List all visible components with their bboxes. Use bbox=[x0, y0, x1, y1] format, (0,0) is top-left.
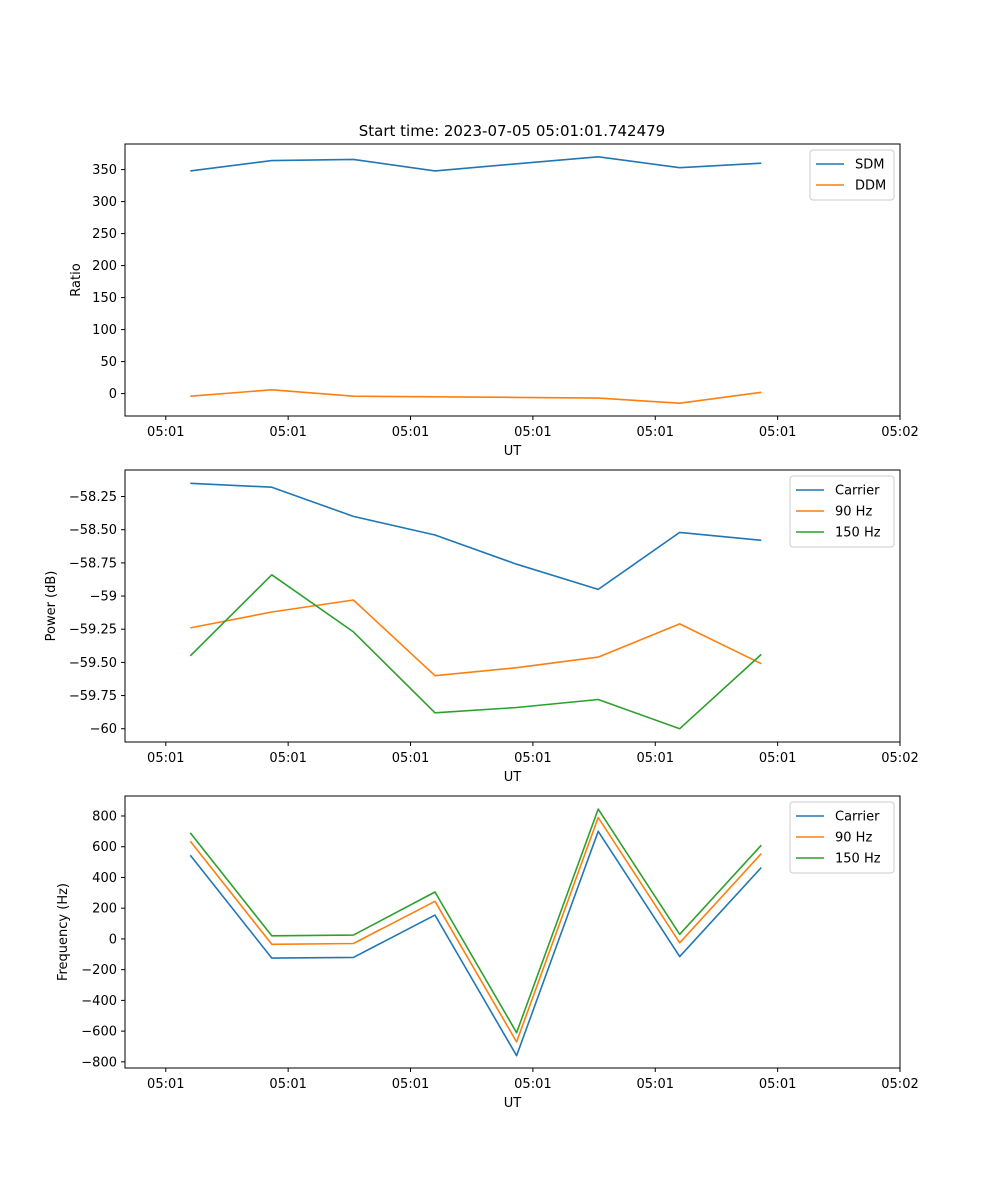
y-tick-label: −59 bbox=[90, 590, 117, 605]
y-axis-label: Power (dB) bbox=[44, 571, 59, 642]
legend: SDM DDM bbox=[809, 149, 895, 201]
frequency-subplot: 05:01 05:01 05:01 05:01 05:01 05:01 05:02 −800 −… bbox=[56, 795, 919, 1111]
x-tick-label: 05:01 bbox=[514, 1077, 551, 1092]
legend-label-90-hz: 90 Hz bbox=[835, 831, 872, 846]
legend-label-ddm: DDM bbox=[855, 179, 886, 194]
series-line-90-hz bbox=[189, 816, 762, 1043]
legend-label-90-hz: 90 Hz bbox=[835, 505, 872, 520]
x-tick-label: 05:01 bbox=[392, 1077, 429, 1092]
x-axis-label: UT bbox=[504, 770, 522, 785]
axes-frame bbox=[124, 469, 901, 743]
y-tick-label: 100 bbox=[92, 323, 117, 338]
x-tick-label: 05:01 bbox=[637, 425, 674, 440]
y-tick-label: 0 bbox=[109, 387, 117, 402]
legend: Carrier 90 Hz 150 Hz bbox=[789, 475, 895, 548]
y-tick-label: 350 bbox=[92, 163, 117, 178]
y-tick-label: −200 bbox=[81, 963, 117, 978]
series-line-sdm bbox=[190, 156, 762, 172]
y-axis-label: Ratio bbox=[69, 263, 84, 296]
x-tick-label: 05:01 bbox=[392, 751, 429, 766]
x-axis-label: UT bbox=[504, 444, 522, 459]
y-tick-label: −59.25 bbox=[69, 623, 117, 638]
x-tick-label: 05:01 bbox=[269, 425, 306, 440]
legend-box bbox=[809, 149, 895, 201]
y-tick-label: 150 bbox=[92, 291, 117, 306]
series-line-90-hz bbox=[190, 599, 762, 677]
x-tick-label: 05:01 bbox=[269, 1077, 306, 1092]
y-tick-label: −58.75 bbox=[69, 556, 117, 571]
x-tick-label: 05:01 bbox=[514, 751, 551, 766]
y-tick-label: −600 bbox=[81, 1025, 117, 1040]
y-tick-label: 800 bbox=[92, 809, 117, 824]
y-tick-label: −58.50 bbox=[69, 523, 117, 538]
x-tick-label: 05:01 bbox=[147, 751, 184, 766]
y-tick-label: 50 bbox=[100, 355, 117, 370]
series-line-ddm bbox=[190, 388, 762, 405]
axes-frame bbox=[124, 795, 901, 1069]
y-tick-label: −60 bbox=[90, 722, 117, 737]
legend-box bbox=[789, 801, 895, 874]
y-tick-label: 600 bbox=[92, 840, 117, 855]
x-tick-label: 05:01 bbox=[147, 1077, 184, 1092]
y-tick-label: 200 bbox=[92, 902, 117, 917]
legend-box bbox=[789, 475, 895, 548]
x-tick-label: 05:01 bbox=[392, 425, 429, 440]
y-tick-label: −59.75 bbox=[69, 689, 117, 704]
ratio-subplot: 05:01 05:01 05:01 05:01 05:01 05:01 05:02 0 50 10… bbox=[69, 143, 919, 459]
y-tick-label: 200 bbox=[92, 259, 117, 274]
x-tick-label: 05:02 bbox=[881, 1077, 918, 1092]
legend-label-carrier: Carrier bbox=[835, 484, 880, 499]
legend-label-150-hz: 150 Hz bbox=[835, 526, 881, 541]
legend-label-carrier: Carrier bbox=[835, 810, 880, 825]
y-tick-label: 300 bbox=[92, 195, 117, 210]
legend-label-sdm: SDM bbox=[855, 158, 884, 173]
y-tick-label: −400 bbox=[81, 994, 117, 1009]
axes-frame bbox=[124, 143, 901, 417]
series-line-carrier bbox=[189, 830, 762, 1057]
x-tick-label: 05:01 bbox=[269, 751, 306, 766]
y-axis-label: Frequency (Hz) bbox=[56, 883, 71, 981]
y-tick-label: −58.25 bbox=[69, 490, 117, 505]
power-subplot: 05:01 05:01 05:01 05:01 05:01 05:01 05:02 −60 −5… bbox=[44, 469, 919, 785]
x-tick-label: 05:01 bbox=[759, 425, 796, 440]
y-tick-label: 0 bbox=[109, 932, 117, 947]
x-tick-label: 05:01 bbox=[759, 1077, 796, 1092]
x-tick-label: 05:01 bbox=[147, 425, 184, 440]
legend-label-150-hz: 150 Hz bbox=[835, 852, 881, 867]
legend: Carrier 90 Hz 150 Hz bbox=[789, 801, 895, 874]
figure-title: Start time: 2023-07-05 05:01:01.742479 bbox=[359, 122, 665, 140]
y-tick-label: 400 bbox=[92, 871, 117, 886]
y-tick-label: 250 bbox=[92, 227, 117, 242]
x-tick-label: 05:01 bbox=[514, 425, 551, 440]
x-axis-label: UT bbox=[504, 1096, 522, 1111]
y-tick-label: −59.50 bbox=[69, 656, 117, 671]
series-line-150-hz bbox=[189, 573, 762, 730]
x-tick-label: 05:01 bbox=[637, 1077, 674, 1092]
x-tick-label: 05:01 bbox=[759, 751, 796, 766]
x-tick-label: 05:02 bbox=[881, 425, 918, 440]
x-tick-label: 05:01 bbox=[637, 751, 674, 766]
series-line-150-hz bbox=[189, 808, 762, 1034]
series-line-carrier bbox=[190, 482, 762, 591]
y-tick-label: −800 bbox=[81, 1055, 117, 1070]
x-tick-label: 05:02 bbox=[881, 751, 918, 766]
